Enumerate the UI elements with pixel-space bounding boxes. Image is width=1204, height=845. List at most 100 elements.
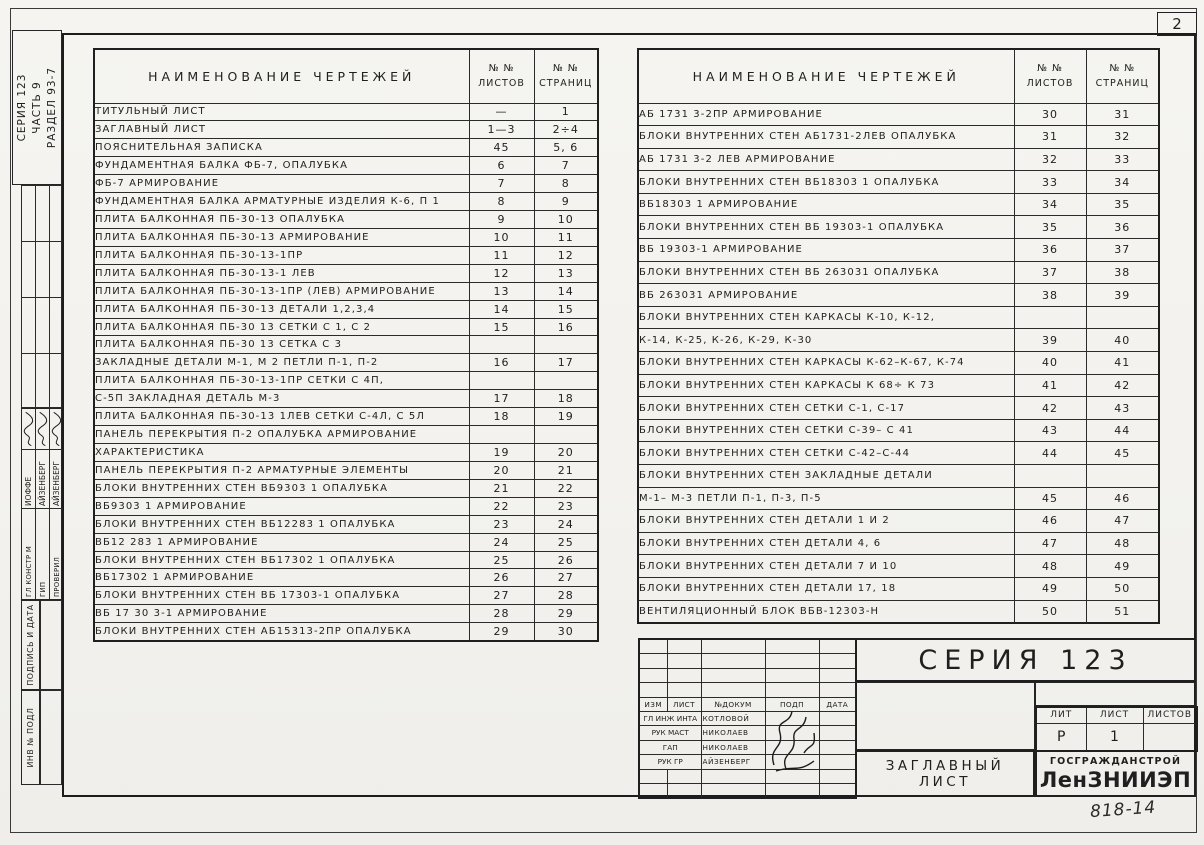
cell	[638, 768, 668, 784]
drawing-name-cell: ФБ-7 АРМИРОВАНИЕ	[93, 174, 470, 194]
table-row: БЛОКИ ВНУТРЕННИХ СТЕН КАРКАСЫ К 68÷ К 73…	[637, 373, 1160, 398]
number-cell: 31	[1085, 102, 1160, 127]
cell	[638, 783, 668, 799]
grid-line	[35, 186, 37, 407]
table-row: БЛОКИ ВНУТРЕННИХ СТЕН АБ1731-2ЛЕВ ОПАЛУБ…	[637, 125, 1160, 149]
number-cell	[533, 425, 599, 445]
number-cell: 14	[468, 299, 535, 319]
table-row: АБ 1731 3-2 ЛЕВ АРМИРОВАНИЕ 32 33	[637, 147, 1160, 172]
drawing-name-cell: ПЛИТА БАЛКОННАЯ ПБ-30 13 СЕТКА С 3	[93, 335, 470, 355]
drawing-name-cell: БЛОКИ ВНУТРЕННИХ СТЕН СЕТКИ С-1, С-17	[637, 396, 1015, 420]
cell	[666, 682, 702, 698]
org-name: ГОСГРАЖДАНСТРОЙ	[1049, 755, 1182, 767]
signature-mark	[37, 411, 48, 447]
number-cell: 34	[1085, 170, 1160, 194]
cell	[638, 682, 668, 698]
drawing-name-cell: ФУНДАМЕНТНАЯ БАЛКА ФБ-7, ОПАЛУБКА	[93, 156, 470, 176]
number-cell: 5, 6	[533, 138, 599, 158]
number-cell: 36	[1013, 238, 1087, 262]
listov-header: ЛИСТОВ	[1142, 706, 1198, 724]
table-row: ПЛИТА БАЛКОННАЯ ПБ-30-13-1ПР СЕТКИ С 4П,	[93, 371, 599, 391]
number-cell: 1	[533, 102, 599, 122]
drawing-name-cell: ЗАКЛАДНЫЕ ДЕТАЛИ М-1, М 2 ПЕТЛИ П-1, П-2	[93, 353, 470, 373]
drawing-name-cell: М-1– М-3 ПЕТЛИ П-1, П-3, П-5	[637, 486, 1015, 511]
header-pages-line2: СТРАНИЦ	[1095, 78, 1149, 90]
number-cell: 45	[1013, 486, 1087, 511]
table-row: РУК МАСТ НИКОЛАЕВ	[638, 725, 857, 741]
cell: КОТЛОВОЙ	[700, 710, 766, 726]
drawing-name-cell: ПАНЕЛЬ ПЕРЕКРЫТИЯ П-2 ОПАЛУБКА АРМИРОВАН…	[93, 425, 470, 445]
part-line: ЧАСТЬ 9	[30, 81, 43, 134]
stamp-role: ПРОВЕРИЛ	[50, 508, 63, 599]
list-value: 1	[1085, 722, 1144, 752]
table-row: БЛОКИ ВНУТРЕННИХ СТЕН СЕТКИ С-39– С 41 43…	[637, 418, 1160, 443]
table-row: БЛОКИ ВНУТРЕННИХ СТЕН ДЕТАЛИ 1 И 2 46 47	[637, 509, 1160, 533]
number-cell: 31	[1013, 125, 1087, 149]
number-cell: 33	[1013, 170, 1087, 194]
table-row: ПОЯСНИТЕЛЬНАЯ ЗАПИСКА 45 5, 6	[93, 138, 599, 158]
drawing-name-cell: БЛОКИ ВНУТРЕННИХ СТЕН КАРКАСЫ К 68÷ К 73	[637, 373, 1015, 398]
number-cell: 30	[533, 622, 599, 642]
number-cell: 7	[533, 156, 599, 176]
cell: НИКОЛАЕВ	[700, 739, 766, 755]
drawing-name-cell: БЛОКИ ВНУТРЕННИХ СТЕН КАРКАСЫ К-10, К-12…	[637, 305, 1015, 330]
lit-value: Р	[1035, 722, 1087, 752]
series-title-box: СЕРИЯ 123	[855, 638, 1196, 682]
table-row: БЛОКИ ВНУТРЕННИХ СТЕН ВБ18303 1 ОПАЛУБКА…	[637, 170, 1160, 194]
header-pages-line1: № №	[552, 63, 579, 75]
table-row	[638, 783, 857, 799]
number-cell: 15	[468, 317, 535, 337]
drawing-name-cell: БЛОКИ ВНУТРЕННИХ СТЕН ВБ9303 1 ОПАЛУБКА	[93, 478, 470, 498]
list-header: ЛИСТ	[1085, 706, 1144, 724]
inventory-label: ИНВ № ПОДЛ	[21, 690, 40, 785]
table-row: БЛОКИ ВНУТРЕННИХ СТЕН ЗАКЛАДНЫЕ ДЕТАЛИ	[637, 464, 1160, 488]
number-cell: 32	[1013, 147, 1087, 172]
drawing-name-cell: ПЛИТА БАЛКОННАЯ ПБ-30-13-1ПР	[93, 245, 470, 265]
number-cell: 18	[533, 389, 599, 409]
signature-mark	[23, 411, 34, 447]
number-cell	[1013, 305, 1087, 330]
table-row: БЛОКИ ВНУТРЕННИХ СТЕН КАРКАСЫ К-10, К-12…	[637, 305, 1160, 330]
table-row: РУК ГР АЙЗЕНБЕРГ	[638, 754, 857, 770]
number-cell: 6	[468, 156, 535, 176]
cell	[764, 783, 820, 799]
number-cell: 47	[1013, 531, 1087, 556]
table-row: ХАРАКТЕРИСТИКА 19 20	[93, 443, 599, 462]
stamp-row: ГИП АЙЗЕНБЕРГ	[36, 409, 50, 599]
number-cell: 13	[468, 281, 535, 301]
cell	[818, 725, 857, 741]
title-block-empty-cell	[1035, 682, 1196, 706]
number-cell: 42	[1085, 373, 1160, 398]
number-cell: 9	[533, 192, 599, 212]
number-cell: 23	[533, 496, 599, 516]
table-row	[638, 638, 857, 654]
drawing-name-cell: ПЛИТА БАЛКОННАЯ ПБ-30-13 ОПАЛУБКА	[93, 210, 470, 229]
number-cell: 7	[468, 174, 535, 194]
number-cell: 17	[533, 353, 599, 373]
header-sheets-line2: ЛИСТОВ	[478, 78, 525, 90]
cell	[818, 783, 857, 799]
stamp-role: ГИП	[36, 508, 49, 599]
number-cell: 36	[1085, 215, 1160, 240]
number-cell: 39	[1085, 283, 1160, 307]
number-cell: 2÷4	[533, 120, 599, 140]
stamp-name: АЙЗЕНБЕРГ	[36, 449, 49, 508]
number-cell: 28	[533, 586, 599, 606]
number-cell: 42	[1013, 396, 1087, 420]
number-cell: 37	[1085, 238, 1160, 262]
cell	[700, 682, 766, 698]
table-row: ВБ17302 1 АРМИРОВАНИЕ 26 27	[93, 568, 599, 588]
cell	[818, 768, 857, 784]
header-sheets: № № ЛИСТОВ	[468, 48, 535, 104]
lit-header-row: ЛИТ ЛИСТ ЛИСТОВ	[1035, 706, 1198, 724]
table-row: ВБ12 283 1 АРМИРОВАНИЕ 24 25	[93, 532, 599, 552]
header-pages-line1: № №	[1109, 63, 1136, 75]
drawing-name-cell: ВБ 17 30 3-1 АРМИРОВАНИЕ	[93, 604, 470, 624]
number-cell: 22	[468, 496, 535, 516]
number-cell: 41	[1013, 373, 1087, 398]
cell	[666, 783, 702, 799]
number-cell: 32	[1085, 125, 1160, 149]
cell	[818, 638, 857, 654]
number-cell: 50	[1085, 576, 1160, 601]
number-cell: 29	[468, 622, 535, 642]
